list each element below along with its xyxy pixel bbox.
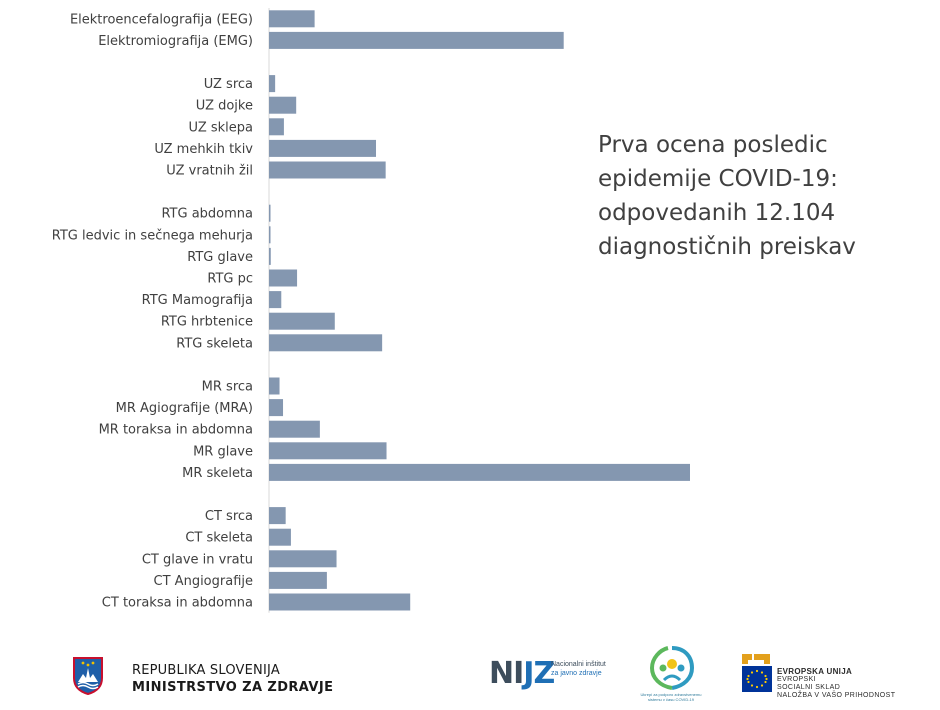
covid-support-logo-icon bbox=[649, 646, 695, 690]
nijz-mark-right: JZ bbox=[523, 656, 555, 691]
bar bbox=[269, 550, 337, 568]
bar bbox=[269, 334, 383, 352]
covid-caption: Ukrepi za podporo zdravstvenemu sistemu … bbox=[640, 692, 702, 702]
category-label: MR skeleta bbox=[182, 466, 253, 481]
ministry-line-2: MINISTRSTVO ZA ZDRAVJE bbox=[132, 680, 334, 695]
bar bbox=[269, 75, 276, 93]
bar-chart: Elektroencefalografija (EEG) Elektromiogr… bbox=[52, 8, 690, 613]
category-label: Elektromiografija (EMG) bbox=[98, 34, 253, 49]
category-label: CT skeleta bbox=[185, 531, 253, 546]
bar bbox=[269, 291, 282, 309]
category-label: RTG ledvic in sečnega mehurja bbox=[52, 228, 253, 243]
chart-title-line: odpovedanih 12.104 bbox=[598, 200, 836, 226]
bar bbox=[269, 139, 377, 157]
bar bbox=[269, 571, 327, 589]
bar bbox=[269, 528, 291, 546]
bar bbox=[269, 204, 271, 222]
ministry-label: REPUBLIKA SLOVENIJA MINISTRSTVO ZA ZDRAV… bbox=[132, 662, 333, 696]
category-label: MR glave bbox=[193, 444, 253, 459]
bar bbox=[269, 10, 315, 28]
category-label: RTG pc bbox=[207, 272, 253, 287]
bar bbox=[269, 442, 387, 460]
category-label: RTG abdomna bbox=[161, 207, 253, 222]
category-label: CT toraksa in abdomna bbox=[102, 596, 253, 611]
eu-line-3: SOCIALNI SKLAD bbox=[777, 684, 841, 691]
category-label: UZ dojke bbox=[196, 99, 253, 114]
category-label: CT glave in vratu bbox=[142, 552, 253, 567]
footer-logos: REPUBLIKA SLOVENIJA MINISTRSTVO ZA ZDRAV… bbox=[0, 640, 940, 710]
ministry-line-1: REPUBLIKA SLOVENIJA bbox=[132, 663, 280, 678]
bar bbox=[269, 269, 298, 287]
category-label: UZ srca bbox=[204, 77, 253, 92]
eu-flag-icon bbox=[742, 654, 772, 692]
category-label: MR toraksa in abdomna bbox=[99, 423, 253, 438]
nijz-wordmark: NIJZ bbox=[489, 656, 555, 691]
category-label: UZ mehkih tkiv bbox=[154, 142, 253, 157]
bar bbox=[269, 420, 320, 438]
category-label: MR srca bbox=[202, 380, 253, 395]
bar bbox=[269, 96, 297, 114]
category-label: CT Angiografije bbox=[154, 574, 253, 589]
bar bbox=[269, 377, 280, 395]
bar bbox=[269, 118, 284, 136]
chart-title-line: epidemije COVID-19: bbox=[598, 166, 838, 192]
eu-line-2: EVROPSKI bbox=[777, 676, 816, 683]
nijz-subtitle-line-1: Nacionalni inštitut bbox=[551, 661, 606, 668]
category-label: RTG glave bbox=[187, 250, 253, 265]
category-label: Elektroencefalografija (EEG) bbox=[70, 12, 253, 27]
bar bbox=[269, 247, 271, 265]
chart-title: Prva ocena posledic epidemije COVID-19: … bbox=[598, 128, 918, 264]
category-label: RTG Mamografija bbox=[142, 293, 253, 308]
category-label: RTG skeleta bbox=[176, 336, 253, 351]
category-label: RTG hrbtenice bbox=[161, 315, 253, 330]
bar bbox=[269, 31, 564, 49]
bar bbox=[269, 226, 271, 244]
bar bbox=[269, 399, 284, 417]
nijz-subtitle-line-2: za javno zdravje bbox=[551, 670, 602, 677]
eu-line-1: EVROPSKA UNIJA bbox=[777, 667, 853, 676]
category-label: UZ vratnih žil bbox=[166, 164, 253, 179]
bar bbox=[269, 312, 335, 330]
bar bbox=[269, 593, 411, 611]
nijz-subtitle: Nacionalni inštitut za javno zdravje bbox=[551, 660, 621, 678]
category-label: UZ sklepa bbox=[189, 120, 253, 135]
bar bbox=[269, 161, 386, 179]
bar bbox=[269, 463, 690, 481]
eu-label: EVROPSKA UNIJA EVROPSKI SOCIALNI SKLAD N… bbox=[777, 668, 895, 700]
eu-line-4: NALOŽBA V VAŠO PRIHODNOST bbox=[777, 692, 896, 699]
category-label: CT srca bbox=[205, 509, 253, 524]
nijz-mark-left: NI bbox=[489, 656, 524, 691]
slovenia-coat-of-arms-icon bbox=[73, 657, 103, 696]
chart-title-line: Prva ocena posledic bbox=[598, 132, 828, 158]
bar bbox=[269, 507, 286, 525]
chart-title-line: diagnostičnih preiskav bbox=[598, 234, 856, 260]
category-label: MR Agiografije (MRA) bbox=[116, 401, 253, 416]
